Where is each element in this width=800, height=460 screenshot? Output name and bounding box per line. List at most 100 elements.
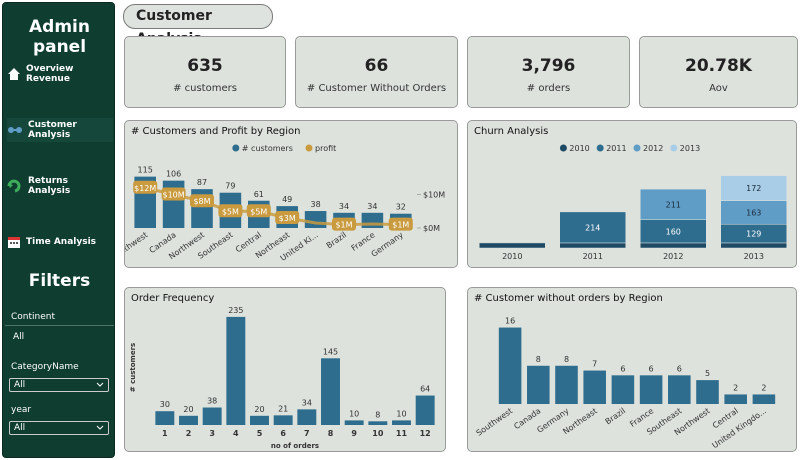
x-tick-label: Southwest: [124, 230, 149, 261]
data-label: 6: [620, 364, 625, 373]
bar: [202, 407, 222, 425]
bar-segment: [478, 242, 546, 249]
data-label: 8: [536, 355, 541, 364]
data-label: 106: [166, 170, 181, 179]
icon: [8, 237, 20, 248]
nav-item[interactable]: Overview Revenue: [7, 62, 113, 86]
legend-label: profit: [315, 144, 336, 153]
data-label: 2: [761, 383, 766, 392]
data-label: 30: [160, 400, 170, 409]
data-label-bg: [190, 194, 214, 208]
sidebar-title: Admin panel: [29, 17, 90, 57]
kpi-value: 3,796: [521, 56, 576, 76]
data-label: 115: [138, 166, 153, 175]
data-label: 64: [420, 385, 430, 394]
chart-card: # Customer without orders by Region 16 Sou…: [467, 287, 797, 452]
profit-line: [144, 186, 401, 227]
bar: [555, 365, 578, 404]
legend-swatch: [559, 144, 567, 152]
data-label: 214: [585, 223, 600, 232]
chevron: [96, 425, 104, 430]
data-label: 145: [323, 347, 338, 356]
data-label: $8M: [193, 197, 210, 206]
bar: [250, 415, 269, 425]
filter-label: Continent: [11, 312, 55, 322]
legend-swatch: [596, 144, 604, 152]
data-label: 160: [666, 227, 681, 236]
data-label: 38: [207, 397, 217, 406]
nav-item[interactable]: Returns Analysis: [7, 174, 113, 198]
chart-title: Churn Analysis: [474, 126, 548, 137]
bar: [361, 212, 384, 228]
data-label: $5M: [250, 207, 267, 216]
nav-label: Overview Revenue: [26, 64, 74, 84]
x-tick-label: 2: [186, 429, 192, 438]
bar: [498, 327, 522, 404]
data-label: 38: [311, 200, 321, 209]
bar: [611, 375, 635, 404]
chart-card: Churn Analysis 2010 2011 2012 2013 214 160 129 2…: [467, 120, 797, 268]
x-tick-label: 12: [420, 429, 431, 438]
kpi-card: 66 # Customer Without Orders: [295, 36, 458, 108]
data-label-bg: [388, 217, 413, 231]
legend-label: 2010: [569, 144, 589, 153]
icon: [7, 179, 21, 193]
data-label: 16: [505, 317, 515, 326]
filter-value: All: [13, 332, 25, 342]
x-tick-label: 8: [328, 429, 334, 438]
kpi-label: # orders: [526, 83, 571, 94]
y-axis-title: # customers: [129, 343, 137, 392]
icon: [8, 127, 22, 133]
filter-dropdown[interactable]: All: [9, 378, 109, 392]
nav-item[interactable]: Customer Analysis: [7, 118, 113, 142]
sidebar: Admin panel Overview Revenue Customer An…: [2, 2, 115, 458]
data-label: 211: [666, 200, 681, 209]
data-label: 32: [396, 203, 406, 212]
x-tick-label: 3: [209, 429, 215, 438]
x-axis-title: no of orders: [271, 442, 319, 450]
data-label: 10: [396, 409, 406, 418]
data-label-bg: [275, 210, 300, 224]
page-title: Customer Analysis: [123, 4, 273, 47]
filter-label: CategoryName: [11, 362, 79, 372]
legend-label: 2013: [680, 144, 700, 153]
divider: [5, 325, 114, 326]
x-tick-label: Brazil: [325, 230, 348, 250]
data-label: 163: [746, 208, 761, 217]
bar: [696, 380, 719, 404]
bar-segment: [720, 175, 788, 201]
data-label: 7: [592, 360, 597, 369]
x-tick-label: 2012: [663, 252, 683, 261]
kpi-label: # customers: [173, 83, 237, 94]
data-label: 10: [349, 409, 359, 418]
kpi-label: Aov: [709, 83, 728, 94]
bar: [368, 421, 388, 425]
filter-dropdown[interactable]: All: [9, 331, 109, 345]
filter-dropdown[interactable]: All: [9, 421, 109, 435]
data-label: 34: [367, 202, 377, 211]
data-label: 87: [197, 178, 207, 187]
kpi-card: 3,796 # orders: [467, 36, 630, 108]
bar: [583, 370, 606, 404]
x-tick-label: 2010: [502, 252, 522, 261]
bar: [639, 375, 663, 404]
legend-swatch: [633, 144, 641, 152]
x-tick-label: Southwest: [475, 406, 515, 437]
bar: [724, 394, 747, 404]
kpi-value: 66: [364, 56, 389, 76]
data-label: 20: [254, 405, 264, 414]
bar: [297, 409, 317, 425]
bar: [527, 365, 550, 404]
x-tick-label: 4: [233, 429, 239, 438]
x-tick-label: 2011: [583, 252, 603, 261]
bar: [304, 211, 327, 228]
data-label: $12M: [134, 184, 156, 193]
chart-card: # Customers and Profit by Region # custom…: [124, 120, 458, 268]
bar: [179, 415, 198, 425]
data-label: 235: [228, 306, 243, 315]
data-label: 79: [225, 182, 235, 191]
bar-segment: [559, 211, 627, 244]
chart-card: Order Frequency # customers no of orders 30…: [124, 287, 446, 452]
nav-item[interactable]: Time Analysis: [7, 230, 113, 254]
